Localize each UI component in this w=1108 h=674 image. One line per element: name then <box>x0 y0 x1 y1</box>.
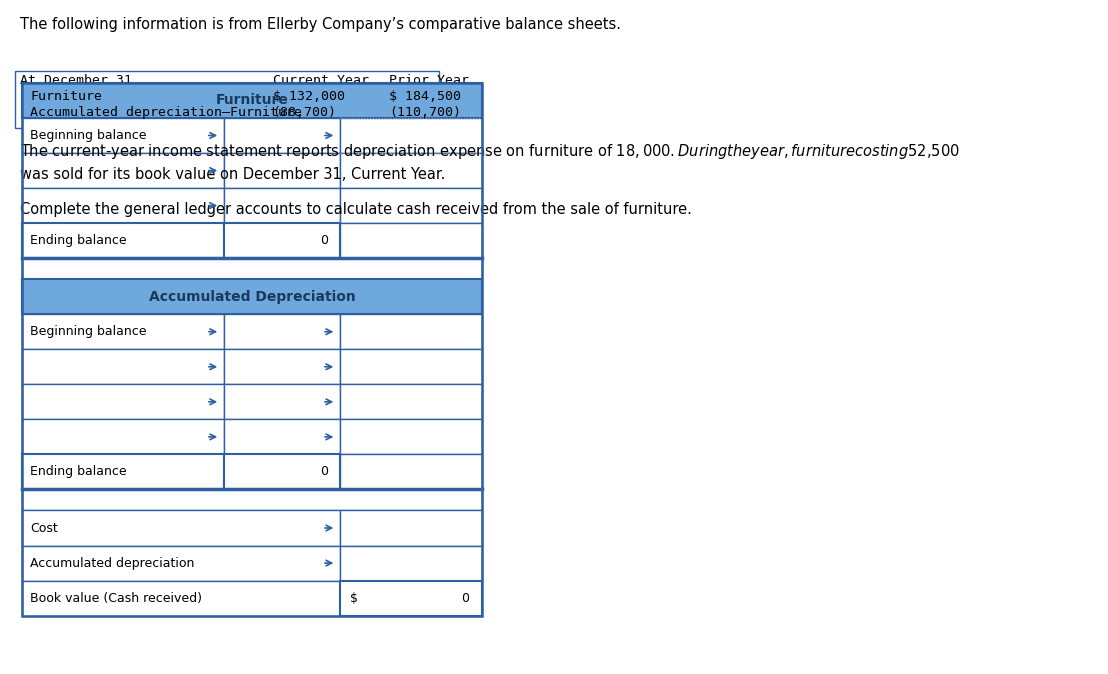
FancyBboxPatch shape <box>22 384 224 419</box>
Text: Beginning balance: Beginning balance <box>30 326 146 338</box>
Text: 0: 0 <box>462 592 470 605</box>
FancyBboxPatch shape <box>224 419 340 454</box>
Text: (110,700): (110,700) <box>389 106 461 119</box>
Text: $: $ <box>350 592 358 605</box>
FancyBboxPatch shape <box>22 510 340 545</box>
FancyBboxPatch shape <box>224 118 340 153</box>
FancyBboxPatch shape <box>16 71 439 128</box>
FancyBboxPatch shape <box>340 153 482 188</box>
FancyBboxPatch shape <box>22 223 224 258</box>
FancyBboxPatch shape <box>340 314 482 349</box>
Text: Furniture: Furniture <box>215 94 288 107</box>
FancyBboxPatch shape <box>224 384 340 419</box>
FancyBboxPatch shape <box>340 580 482 615</box>
FancyBboxPatch shape <box>340 545 482 580</box>
Text: Ending balance: Ending balance <box>30 466 127 479</box>
FancyBboxPatch shape <box>340 118 482 153</box>
Text: Book value (Cash received): Book value (Cash received) <box>30 592 203 605</box>
FancyBboxPatch shape <box>22 489 482 510</box>
FancyBboxPatch shape <box>22 314 224 349</box>
Text: The current-year income statement reports depreciation expense on furniture of $: The current-year income statement report… <box>20 142 960 181</box>
Text: Ending balance: Ending balance <box>30 234 127 247</box>
Text: Cost: Cost <box>30 522 58 534</box>
FancyBboxPatch shape <box>340 223 482 258</box>
Text: 0: 0 <box>320 234 328 247</box>
FancyBboxPatch shape <box>22 349 224 384</box>
Text: Prior Year: Prior Year <box>389 74 469 87</box>
FancyBboxPatch shape <box>340 419 482 454</box>
FancyBboxPatch shape <box>224 188 340 223</box>
Text: 0: 0 <box>320 466 328 479</box>
FancyBboxPatch shape <box>224 223 340 258</box>
Text: Accumulated depreciation: Accumulated depreciation <box>30 557 195 570</box>
Text: At December 31: At December 31 <box>20 74 132 87</box>
FancyBboxPatch shape <box>340 510 482 545</box>
FancyBboxPatch shape <box>22 545 340 580</box>
FancyBboxPatch shape <box>22 118 224 153</box>
Text: Furniture: Furniture <box>30 90 102 102</box>
Text: $ 132,000: $ 132,000 <box>273 90 345 102</box>
Text: Accumulated depreciation–Furniture: Accumulated depreciation–Furniture <box>30 106 302 119</box>
FancyBboxPatch shape <box>224 454 340 489</box>
FancyBboxPatch shape <box>22 188 224 223</box>
FancyBboxPatch shape <box>22 83 482 118</box>
Text: Beginning balance: Beginning balance <box>30 129 146 142</box>
FancyBboxPatch shape <box>22 580 340 615</box>
Text: The following information is from Ellerby Company’s comparative balance sheets.: The following information is from Ellerb… <box>20 17 622 32</box>
FancyBboxPatch shape <box>224 349 340 384</box>
FancyBboxPatch shape <box>340 454 482 489</box>
Text: Complete the general ledger accounts to calculate cash received from the sale of: Complete the general ledger accounts to … <box>20 202 692 217</box>
FancyBboxPatch shape <box>22 454 224 489</box>
FancyBboxPatch shape <box>340 188 482 223</box>
FancyBboxPatch shape <box>22 258 482 279</box>
Text: Current Year: Current Year <box>273 74 369 87</box>
FancyBboxPatch shape <box>22 419 224 454</box>
Text: Accumulated Depreciation: Accumulated Depreciation <box>148 290 356 304</box>
FancyBboxPatch shape <box>224 314 340 349</box>
FancyBboxPatch shape <box>224 153 340 188</box>
FancyBboxPatch shape <box>22 279 482 314</box>
FancyBboxPatch shape <box>22 153 224 188</box>
Text: (88,700): (88,700) <box>273 106 337 119</box>
FancyBboxPatch shape <box>340 384 482 419</box>
FancyBboxPatch shape <box>340 349 482 384</box>
Text: $ 184,500: $ 184,500 <box>389 90 461 102</box>
